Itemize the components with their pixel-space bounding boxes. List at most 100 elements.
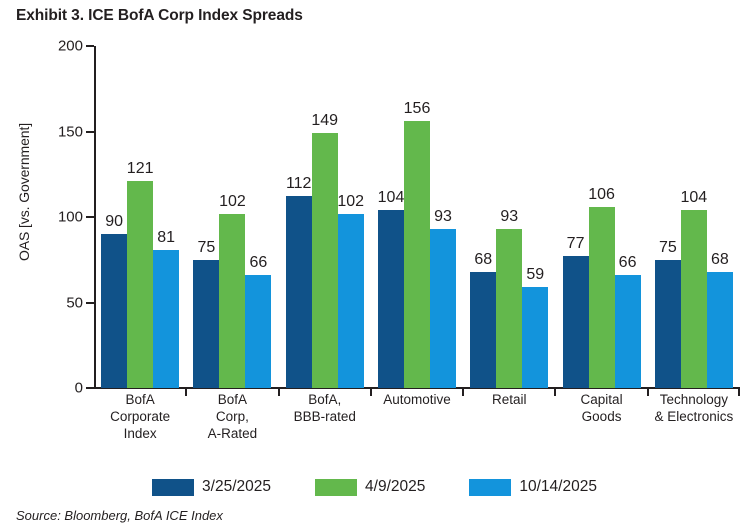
legend-swatch-green [315,478,358,496]
bar[interactable]: 59 [522,266,549,388]
bar-group: 104 156 93 Automotive [378,46,456,407]
x-tick-mark [646,388,649,396]
y-tick-label: 100 [57,208,83,226]
x-axis-category-line: Corp, [215,409,249,424]
legend-item[interactable]: 10/14/2025 [469,478,597,496]
bar-slot: 93 [496,46,523,388]
y-axis-title: OAS [vs. Government] [16,122,32,261]
bar-group-bars: 104 156 93 [378,46,456,388]
x-axis-category-line: BBB-rated [293,409,356,424]
bar[interactable]: 112 [285,175,312,388]
x-axis-line [94,387,740,389]
x-axis-category-line: Retail [492,392,527,407]
bar-slot: 121 [127,46,153,388]
bar-value-label: 121 [126,160,154,178]
legend-item[interactable]: 3/25/2025 [152,478,271,496]
bar-group: 75 102 66 BofA Corp, A-Rated [193,46,272,441]
x-axis-category-line: Index [123,426,157,441]
bar-value-label: 106 [588,185,615,203]
bar-group-bars: 112 149 102 [285,46,364,388]
x-axis-category-line: A-Rated [207,426,258,441]
y-tick-label: 50 [66,294,83,311]
bar-value-label: 68 [710,250,729,268]
page-title: Exhibit 3. ICE BofA Corp Index Spreads [16,7,303,24]
bar-group: 68 93 59 Retail [470,46,549,407]
bar-slot: 68 [706,46,733,388]
y-tick-mark [86,216,94,218]
bar[interactable]: 75 [654,239,681,388]
bar-slot: 75 [193,46,220,388]
bar[interactable]: 75 [193,239,220,388]
y-tick-label: 150 [57,123,83,140]
bar-value-label: 104 [680,189,708,207]
bar-group: 112 149 102 BofA, BBB-rated [285,46,364,424]
x-axis-category-label: BofA, BBB-rated [260,391,390,425]
legend-item[interactable]: 4/9/2025 [315,478,425,496]
bar[interactable]: 104 [680,189,707,388]
bar-groups: 90 121 81 BofA Corporate Index 75 102 66 BofA Corp… [94,46,740,441]
bar-slot: 59 [522,46,549,388]
bar-value-label: 66 [249,254,268,272]
x-tick-mark [369,388,372,396]
bar-value-label: 156 [403,100,431,118]
y-axis-line [94,46,96,389]
bar[interactable]: 93 [430,208,456,388]
x-axis-category-line: Goods [581,409,622,424]
legend-swatch-blue [469,478,512,496]
bar-value-label: 112 [285,175,312,193]
bar[interactable]: 106 [588,186,615,388]
x-tick-mark [277,388,280,396]
x-axis-category-label: BofA Corporate Index [75,391,205,442]
x-axis-category-line: Technology [659,392,728,407]
bar[interactable]: 102 [337,193,364,388]
bar-group-bars: 68 93 59 [470,46,549,388]
y-tick-label: 0 [74,379,83,397]
bar-slot: 81 [153,46,180,388]
legend-label: 4/9/2025 [365,478,426,495]
bar-group-bars: 90 121 81 [101,46,180,388]
bar-group: 77 106 66 Capital Goods [562,46,641,424]
x-axis-category-line: BofA [217,392,248,407]
bar-value-label: 93 [500,207,519,225]
bar[interactable]: 77 [562,235,589,388]
y-tick-label: 200 [57,37,83,55]
plot-area: 0 50 100 150 200 [58,38,740,397]
bar-value-label: 102 [337,192,365,210]
bar[interactable]: 149 [311,112,338,388]
bar-value-label: 102 [219,192,246,210]
bar[interactable]: 68 [706,251,733,388]
bar-slot: 75 [654,46,681,388]
x-axis-category-line: Capital [580,392,623,407]
bar[interactable]: 81 [153,229,180,388]
bar-value-label: 66 [618,254,637,272]
bar[interactable]: 102 [219,193,246,388]
bar-value-label: 149 [311,112,339,130]
legend-swatch-navy [152,478,195,496]
bar-slot: 112 [285,46,312,388]
x-axis-category-label: Technology & Electronics [629,391,749,425]
x-axis-category-line: & Electronics [654,409,734,424]
bar-group-bars: 75 104 68 [654,46,733,388]
x-axis-category-label: Capital Goods [537,391,667,425]
bar-slot: 104 [378,46,404,388]
y-tick-mark [86,130,94,133]
y-tick-mark [86,45,94,47]
bar-value-label: 59 [526,266,545,284]
bar-slot: 149 [311,46,338,388]
bar[interactable]: 90 [101,213,128,388]
x-axis-category-line: BofA, [308,392,342,407]
bar[interactable]: 104 [378,189,404,388]
bar[interactable]: 66 [245,254,272,388]
bar[interactable]: 121 [127,160,153,388]
bar[interactable]: 156 [404,100,430,388]
bar-slot: 66 [245,46,272,388]
bar[interactable]: 93 [496,208,523,388]
x-tick-mark [185,388,188,396]
bar[interactable]: 68 [470,251,497,388]
x-axis-category-label: Automotive [352,391,482,408]
bar-value-label: 81 [157,228,176,246]
bar-value-label: 75 [197,238,216,256]
y-tick-mark [86,301,94,304]
x-axis-category-line: BofA [125,392,155,407]
bar[interactable]: 66 [614,254,641,388]
